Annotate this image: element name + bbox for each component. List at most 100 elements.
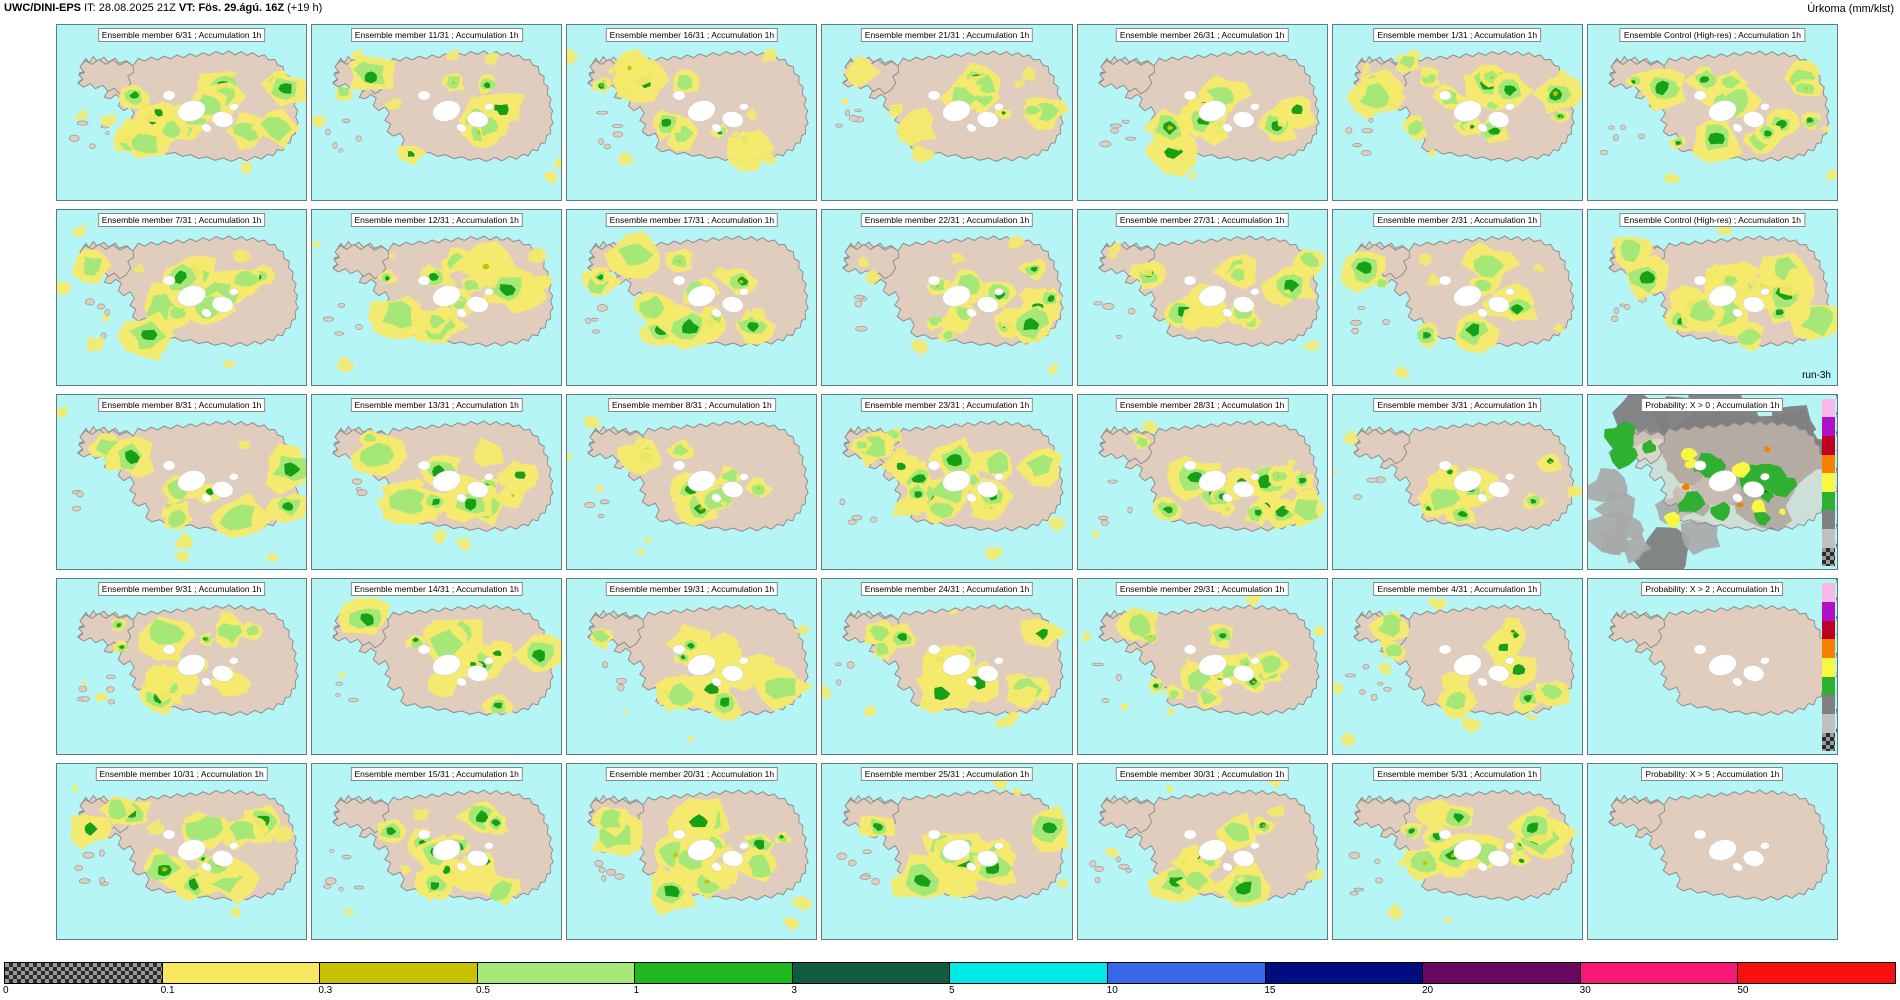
probability-tick-label: 75 (1836, 450, 1837, 457)
forecast-panel[interactable]: Ensemble member 11/31 ; Accumulation 1h (311, 24, 563, 201)
iceland-map (567, 764, 817, 939)
panel-title: Ensemble member 17/31 ; Accumulation 1h (605, 212, 779, 227)
iceland-map (1587, 209, 1837, 385)
forecast-panel[interactable]: Ensemble member 25/31 ; Accumulation 1h (821, 763, 1073, 940)
forecast-panel[interactable]: Ensemble member 19/31 ; Accumulation 1h (566, 578, 818, 756)
forecast-panel[interactable]: Ensemble member 7/31 ; Accumulation 1h (56, 208, 308, 386)
precipitation-colorbar (4, 962, 1896, 984)
panel-title: Ensemble member 28/31 ; Accumulation 1h (1115, 397, 1289, 412)
panel-title: Ensemble member 15/31 ; Accumulation 1h (350, 767, 523, 782)
forecast-panel[interactable]: Ensemble member 28/31 ; Accumulation 1h (1076, 393, 1328, 571)
forecast-panel[interactable]: Ensemble member 30/31 ; Accumulation 1h (1076, 763, 1328, 940)
valid-time-label: VT: (178, 2, 196, 14)
iceland-map (1332, 394, 1582, 570)
forecast-panel[interactable]: Ensemble member 29/31 ; Accumulation 1h (1076, 578, 1328, 756)
forecast-panel[interactable]: Ensemble member 4/31 ; Accumulation 1h (1331, 578, 1583, 756)
colorbar-segment (950, 963, 1109, 983)
panel-title: Ensemble member 12/31 ; Accumulation 1h (350, 212, 523, 227)
forecast-panel[interactable]: Ensemble member 27/31 ; Accumulation 1h (1076, 208, 1328, 386)
colorbar-tick-label: 20 (1422, 985, 1434, 996)
panel-title: Ensemble member 16/31 ; Accumulation 1h (605, 28, 779, 42)
panel-title: Ensemble member 29/31 ; Accumulation 1h (1115, 582, 1289, 597)
forecast-panel[interactable]: Ensemble member 13/31 ; Accumulation 1h (311, 393, 563, 571)
panel-title: Ensemble member 8/31 ; Accumulation 1h (97, 397, 266, 412)
forecast-panel[interactable]: Ensemble member 1/31 ; Accumulation 1h (1331, 24, 1583, 201)
forecast-panel[interactable]: Ensemble Control (High-res) ; Accumulati… (1586, 208, 1838, 386)
probability-tick-label: 0 (1836, 543, 1837, 550)
forecast-panel[interactable]: Ensemble member 3/31 ; Accumulation 1h (1331, 393, 1583, 571)
probability-colorbar-segment: 75 (1821, 450, 1837, 474)
probability-tick-label: 95 (1836, 597, 1837, 604)
forecast-panel[interactable]: Ensemble member 10/31 ; Accumulation 1h (56, 763, 308, 940)
panel-title: Ensemble member 5/31 ; Accumulation 1h (1373, 767, 1542, 782)
panel-title: Ensemble member 9/31 ; Accumulation 1h (97, 582, 266, 597)
forecast-panel[interactable]: Ensemble member 26/31 ; Accumulation 1h (1076, 24, 1328, 201)
colorbar-tick-label: 50 (1737, 985, 1749, 996)
probability-tick-label: 50 (1836, 653, 1837, 660)
forecast-panel[interactable]: Ensemble member 16/31 ; Accumulation 1h (566, 24, 818, 201)
iceland-map (312, 209, 562, 385)
lead-time: (+19 h) (287, 2, 323, 14)
iceland-map (567, 579, 817, 755)
iceland-map (1077, 25, 1327, 200)
panel-title: Ensemble member 11/31 ; Accumulation 1h (350, 28, 523, 42)
init-time-value: 28.08.2025 21Z (98, 2, 176, 14)
colorbar-tick-label: 15 (1264, 985, 1276, 996)
forecast-panel[interactable]: Ensemble member 20/31 ; Accumulation 1h (566, 763, 818, 940)
forecast-panel[interactable]: Probability: X > 0 ; Accumulation 1h 0 5 10… (1586, 393, 1838, 571)
iceland-map (1077, 579, 1327, 755)
iceland-map (312, 579, 562, 755)
forecast-panel[interactable]: Ensemble member 14/31 ; Accumulation 1h (311, 578, 563, 756)
colorbar-tick-label: 5 (949, 985, 955, 996)
forecast-panel[interactable]: Ensemble member 24/31 ; Accumulation 1h (821, 578, 1073, 756)
iceland-map (1332, 579, 1582, 755)
probability-tick-label: 75 (1836, 634, 1837, 641)
iceland-map (57, 394, 307, 570)
colorbar-strip (4, 962, 1896, 984)
panel-title: Ensemble Control (High-res) ; Accumulati… (1619, 28, 1805, 42)
forecast-panel[interactable]: Ensemble member 5/31 ; Accumulation 1h (1331, 763, 1583, 940)
iceland-map (1332, 764, 1582, 939)
probability-tick-label: 50 (1836, 468, 1837, 475)
forecast-panel[interactable]: Probability: X > 2 ; Accumulation 1h 0 5 10… (1586, 578, 1838, 756)
iceland-map (1077, 764, 1327, 939)
forecast-panel[interactable]: Ensemble member 12/31 ; Accumulation 1h (311, 208, 563, 386)
iceland-map (567, 25, 817, 200)
panel-title: Ensemble member 10/31 ; Accumulation 1h (95, 767, 268, 782)
panel-title: Ensemble member 20/31 ; Accumulation 1h (605, 767, 779, 782)
forecast-panel[interactable]: Ensemble member 9/31 ; Accumulation 1h (56, 578, 308, 756)
forecast-panel[interactable]: Ensemble Control (High-res) ; Accumulati… (1586, 24, 1838, 201)
probability-tick-label: 5 (1836, 709, 1837, 716)
panel-title: Ensemble member 27/31 ; Accumulation 1h (1115, 212, 1289, 227)
iceland-map (822, 25, 1072, 200)
probability-colorbar: 0 5 10 25 50 75 90 95 99 (1821, 579, 1837, 752)
forecast-panel[interactable]: Probability: X > 5 ; Accumulation 1h (1586, 763, 1838, 940)
probability-colorbar-segment: 0 (1821, 543, 1837, 567)
colorbar-segment (1265, 963, 1424, 983)
probability-tick-label: 10 (1836, 690, 1837, 697)
forecast-panel[interactable]: Ensemble member 17/31 ; Accumulation 1h (566, 208, 818, 386)
forecast-panel[interactable]: Ensemble member 8/31 ; Accumulation 1h (566, 393, 818, 571)
probability-tick-label: 95 (1836, 412, 1837, 419)
forecast-panel[interactable]: Ensemble member 2/31 ; Accumulation 1h (1331, 208, 1583, 386)
iceland-map (57, 579, 307, 755)
forecast-panel[interactable]: Ensemble member 8/31 ; Accumulation 1h (56, 393, 308, 571)
forecast-panel[interactable]: Ensemble member 21/31 ; Accumulation 1h (821, 24, 1073, 201)
iceland-map (312, 394, 562, 570)
probability-colorbar-segment: 0 (1821, 728, 1837, 752)
forecast-panel[interactable]: Ensemble member 6/31 ; Accumulation 1h (56, 24, 308, 201)
run-note: run-3h (1802, 369, 1831, 381)
colorbar-tick-label: 1 (633, 985, 640, 996)
iceland-map (567, 394, 817, 570)
panel-title: Ensemble member 23/31 ; Accumulation 1h (860, 397, 1034, 412)
iceland-map (57, 764, 307, 939)
colorbar-segment (635, 963, 793, 983)
forecast-panel[interactable]: Ensemble member 23/31 ; Accumulation 1h (821, 393, 1073, 571)
colorbar-segment (792, 963, 951, 983)
forecast-panel[interactable]: Ensemble member 22/31 ; Accumulation 1h (821, 208, 1073, 386)
probability-colorbar-segment: 5 (1821, 524, 1837, 548)
panel-title: Ensemble member 6/31 ; Accumulation 1h (97, 28, 266, 42)
forecast-panel[interactable]: Ensemble member 15/31 ; Accumulation 1h (311, 763, 563, 940)
page-header: UWC/DINI-EPS IT: 28.08.2025 21Z VT: Fös.… (4, 2, 322, 14)
